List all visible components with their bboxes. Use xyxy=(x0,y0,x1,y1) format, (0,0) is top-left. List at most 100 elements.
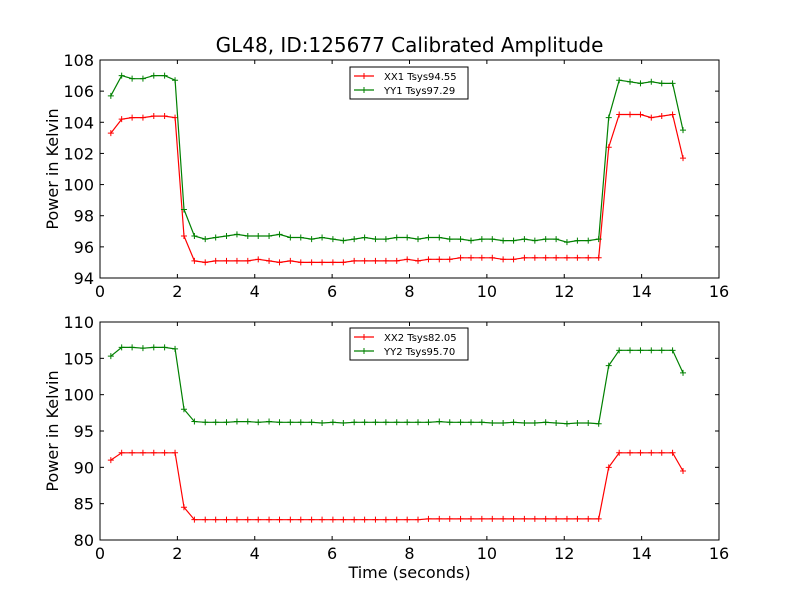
x-tick-label: 16 xyxy=(709,544,729,563)
data-point xyxy=(531,515,538,522)
data-point xyxy=(161,72,168,79)
data-point xyxy=(180,232,187,239)
data-point xyxy=(297,419,304,426)
x-tick-label: 2 xyxy=(172,282,182,301)
data-point xyxy=(319,234,326,241)
data-point xyxy=(521,420,528,427)
data-point xyxy=(329,259,336,266)
data-point xyxy=(553,254,560,261)
data-point xyxy=(382,516,389,523)
data-point xyxy=(191,232,198,239)
data-point xyxy=(308,419,315,426)
data-point xyxy=(574,237,581,244)
legend-label: YY1 Tsys97.29 xyxy=(383,86,455,97)
data-point xyxy=(276,231,283,238)
data-point xyxy=(648,114,655,121)
data-point xyxy=(542,419,549,426)
data-point xyxy=(129,114,136,121)
data-point xyxy=(351,419,358,426)
data-point xyxy=(585,515,592,522)
x-tick-label: 10 xyxy=(477,282,497,301)
data-point xyxy=(648,78,655,85)
legend-marker xyxy=(361,87,367,93)
x-tick-label: 14 xyxy=(631,544,651,563)
data-point xyxy=(276,259,283,266)
data-point xyxy=(468,254,475,261)
data-point xyxy=(542,236,549,243)
data-point xyxy=(510,256,517,263)
data-point xyxy=(382,236,389,243)
data-point xyxy=(489,420,496,427)
x-tick-label: 8 xyxy=(404,282,414,301)
data-point xyxy=(574,515,581,522)
x-tick-label: 6 xyxy=(327,282,337,301)
data-point xyxy=(191,418,198,425)
data-point xyxy=(521,515,528,522)
data-point xyxy=(489,515,496,522)
data-point xyxy=(658,449,665,456)
data-point xyxy=(637,111,644,118)
data-point xyxy=(446,256,453,263)
data-point xyxy=(393,419,400,426)
x-tick-label: 2 xyxy=(172,544,182,563)
data-point xyxy=(658,113,665,120)
x-tick-label: 0 xyxy=(95,282,105,301)
data-point xyxy=(372,236,379,243)
data-point xyxy=(425,234,432,241)
data-point xyxy=(372,257,379,264)
data-point xyxy=(191,516,198,523)
y-axis-label: Power in Kelvin xyxy=(43,108,62,229)
y-tick-label: 80 xyxy=(74,531,94,550)
data-point xyxy=(489,254,496,261)
x-tick-label: 4 xyxy=(250,544,260,563)
data-point xyxy=(415,419,422,426)
data-point xyxy=(129,344,136,351)
data-point xyxy=(118,116,125,123)
data-point xyxy=(510,515,517,522)
data-point xyxy=(521,236,528,243)
data-point xyxy=(319,516,326,523)
y-tick-label: 105 xyxy=(63,349,94,368)
legend-marker xyxy=(361,348,367,354)
data-point xyxy=(531,420,538,427)
legend-label: YY2 Tsys95.70 xyxy=(383,347,455,358)
data-point xyxy=(669,111,676,118)
legend-marker xyxy=(361,73,367,79)
data-point xyxy=(150,113,157,120)
data-point xyxy=(233,418,240,425)
data-point xyxy=(180,504,187,511)
data-point xyxy=(255,516,262,523)
data-point xyxy=(648,347,655,354)
data-point xyxy=(585,254,592,261)
data-point xyxy=(382,257,389,264)
data-point xyxy=(478,236,485,243)
data-point xyxy=(212,234,219,241)
data-point xyxy=(297,259,304,266)
legend-marker xyxy=(361,334,367,340)
data-point xyxy=(468,237,475,244)
data-point xyxy=(680,467,687,474)
data-point xyxy=(500,420,507,427)
y-tick-label: 90 xyxy=(74,458,94,477)
data-point xyxy=(637,80,644,87)
data-point xyxy=(150,344,157,351)
data-point xyxy=(329,419,336,426)
data-point xyxy=(680,155,687,162)
data-point xyxy=(616,77,623,84)
data-point xyxy=(404,516,411,523)
data-point xyxy=(669,347,676,354)
data-point xyxy=(372,419,379,426)
data-point xyxy=(500,237,507,244)
data-point xyxy=(595,420,602,427)
data-point xyxy=(340,516,347,523)
data-point xyxy=(107,130,114,137)
data-point xyxy=(382,419,389,426)
data-point xyxy=(150,449,157,456)
data-point xyxy=(287,257,294,264)
data-point xyxy=(118,72,125,79)
data-point xyxy=(129,75,136,82)
data-point xyxy=(139,114,146,121)
data-point xyxy=(308,516,315,523)
data-point xyxy=(233,516,240,523)
data-point xyxy=(329,516,336,523)
